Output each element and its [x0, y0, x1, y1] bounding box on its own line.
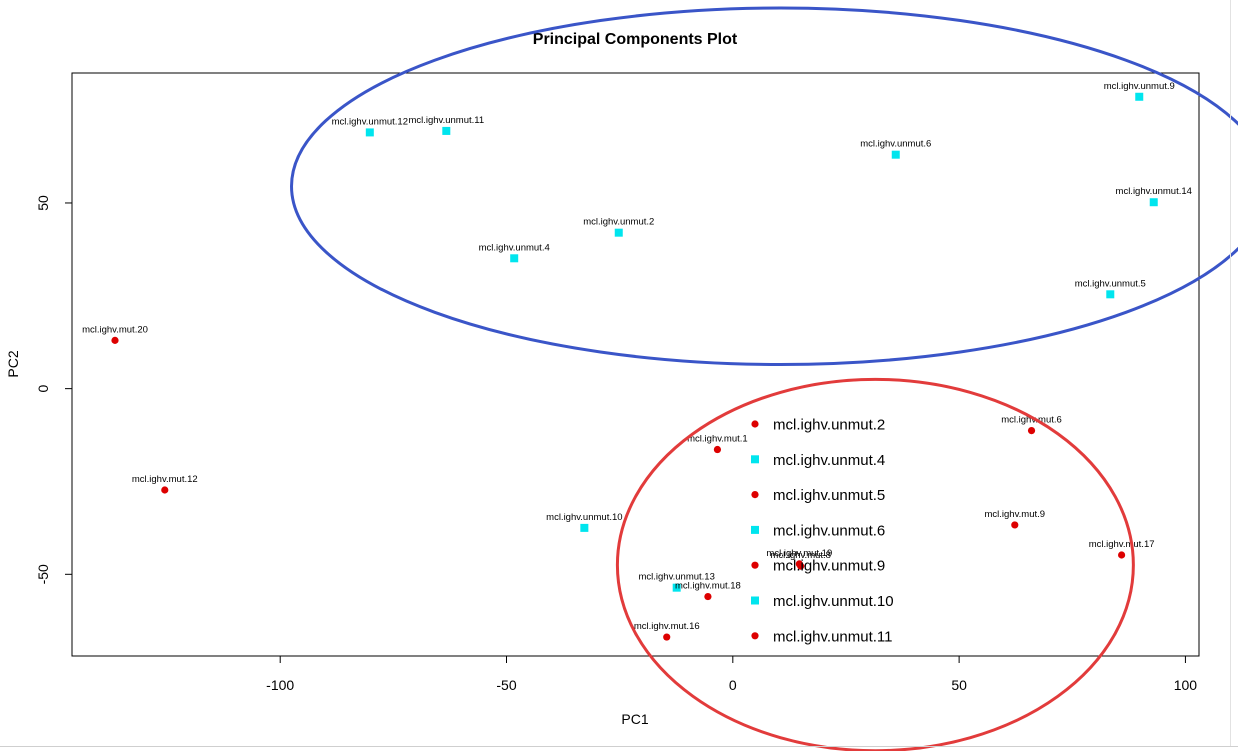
point-label: mcl.ighv.unmut.14 [1116, 186, 1192, 197]
point-label: mcl.ighv.mut.19 [766, 548, 832, 559]
x-tick-label: 100 [1174, 677, 1198, 693]
legend-marker-mut [751, 491, 759, 499]
point-label: mcl.ighv.unmut.10 [546, 512, 622, 523]
x-axis: -100 -50 0 50 100 [266, 656, 1197, 693]
legend-entry-label: mcl.ighv.unmut.2 [773, 417, 885, 434]
point-label: mcl.ighv.mut.20 [82, 324, 148, 335]
point-label: mcl.ighv.unmut.11 [408, 115, 484, 126]
x-tick-label: 0 [729, 677, 737, 693]
chart-title: Principal Components Plot [533, 31, 738, 48]
legend-marker-mut [751, 420, 759, 428]
plot-box [71, 72, 1200, 657]
point-marker-unmut [1149, 198, 1158, 207]
point-marker-unmut [365, 128, 374, 137]
highlight-ellipse [290, 6, 1238, 366]
point-marker-mut [1027, 426, 1036, 435]
legend-marker-unmut [751, 596, 759, 605]
point-marker-mut [797, 562, 805, 570]
point-label: mcl.ighv.unmut.13 [638, 572, 714, 583]
point-marker-unmut [580, 523, 589, 532]
point-label: mcl.ighv.unmut.4 [479, 242, 550, 253]
point-label: mcl.ighv.mut.17 [1089, 539, 1155, 550]
legend-entry-label: mcl.ighv.unmut.4 [773, 452, 885, 469]
point-label: mcl.ighv.mut.16 [634, 621, 700, 632]
point-marker-mut [1118, 551, 1126, 559]
y-tick-label: -50 [35, 564, 51, 584]
legend-entry-label: mcl.ighv.unmut.11 [773, 628, 893, 645]
point-marker-mut [663, 633, 671, 641]
data-points: mcl.ighv.unmut.12 mcl.ighv.unmut.11 mcl.ig… [82, 81, 1192, 641]
point-label: mcl.ighv.mut.8 [770, 550, 831, 561]
point-marker-unmut [672, 583, 681, 592]
point-label: mcl.ighv.unmut.9 [1104, 81, 1175, 92]
y-tick-label: 50 [35, 195, 51, 211]
point-label: mcl.ighv.mut.9 [985, 509, 1046, 520]
point-label: mcl.ighv.mut.18 [675, 581, 741, 592]
point-label: mcl.ighv.mut.12 [132, 474, 198, 485]
point-label: mcl.ighv.unmut.5 [1075, 278, 1146, 289]
legend-marker-mut [751, 632, 759, 640]
point-label: mcl.ighv.unmut.12 [332, 116, 408, 127]
window-bottom-border [0, 746, 1238, 747]
legend-marker-mut [751, 561, 759, 569]
point-marker-unmut [1106, 290, 1115, 299]
point-marker-mut [713, 445, 722, 454]
point-marker-mut [111, 336, 119, 344]
legend: mcl.ighv.unmut.2 mcl.ighv.unmut.4 mcl.ighv… [751, 417, 894, 645]
point-marker-unmut [510, 254, 519, 263]
x-tick-label: 50 [951, 677, 967, 693]
legend-entry-label: mcl.ighv.unmut.6 [773, 522, 885, 539]
legend-entry-label: mcl.ighv.unmut.5 [773, 487, 885, 504]
point-label: mcl.ighv.mut.6 [1001, 415, 1062, 426]
point-marker-unmut [614, 228, 623, 237]
y-axis-label: PC2 [5, 350, 21, 377]
window-right-border [1230, 0, 1231, 746]
point-marker-mut [1011, 521, 1019, 529]
x-axis-label: PC1 [621, 711, 648, 727]
point-label: mcl.ighv.unmut.6 [860, 139, 931, 150]
point-marker-mut [704, 592, 712, 601]
legend-marker-unmut [751, 525, 759, 534]
point-marker-unmut [1135, 92, 1144, 101]
legend-entry-label: mcl.ighv.unmut.10 [773, 593, 894, 610]
point-marker-unmut [891, 150, 900, 159]
legend-marker-unmut [751, 455, 759, 464]
y-tick-label: 0 [35, 385, 51, 393]
point-marker-unmut [442, 126, 451, 135]
x-tick-label: -50 [496, 677, 516, 693]
x-tick-label: -100 [266, 677, 294, 693]
point-marker-mut [161, 486, 169, 494]
point-label: mcl.ighv.mut.1 [687, 434, 748, 445]
point-label: mcl.ighv.unmut.2 [583, 217, 654, 228]
legend-entry-label: mcl.ighv.unmut.9 [773, 558, 885, 575]
y-axis: -50 0 50 [35, 195, 72, 584]
